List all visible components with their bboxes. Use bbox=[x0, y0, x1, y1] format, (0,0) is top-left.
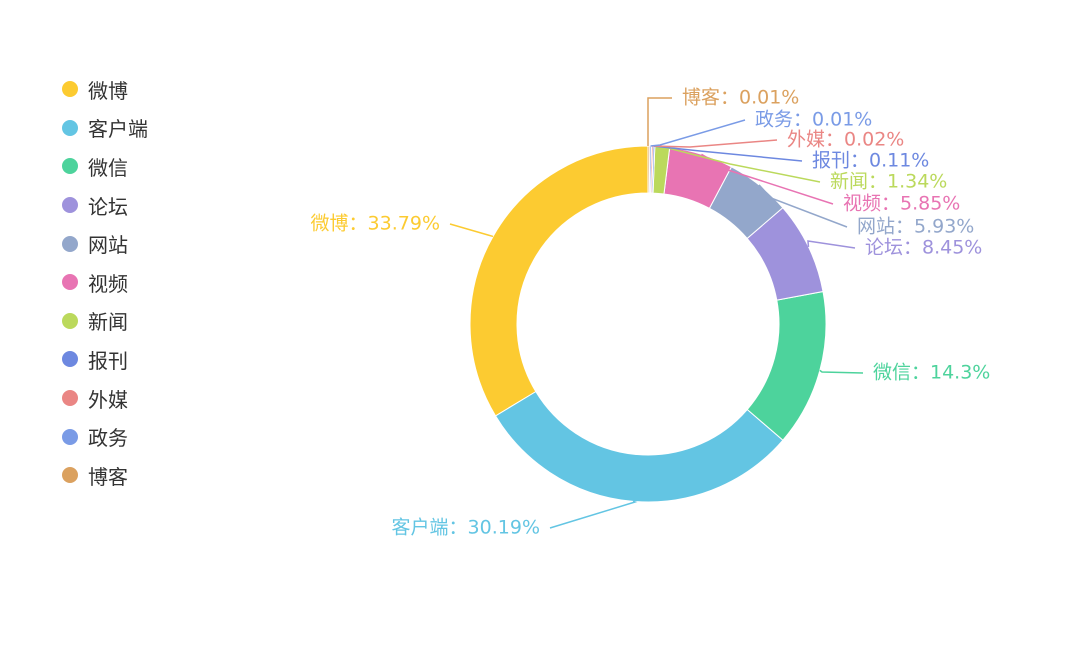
slice-label: 论坛：8.45% bbox=[865, 237, 982, 259]
legend-marker bbox=[62, 158, 78, 175]
legend-label: 微信 bbox=[88, 155, 128, 180]
label-leader-line bbox=[650, 119, 746, 147]
label-leader-line bbox=[549, 500, 638, 529]
donut-slice[interactable] bbox=[746, 290, 827, 441]
label-leader-line bbox=[653, 145, 803, 162]
legend-item[interactable]: 微信 bbox=[62, 147, 148, 186]
legend-item[interactable]: 网站 bbox=[62, 224, 148, 263]
legend-item[interactable]: 政务 bbox=[62, 417, 148, 456]
label-leader-line bbox=[647, 97, 672, 146]
slice-label: 微信：14.3% bbox=[873, 362, 990, 384]
legend-marker bbox=[62, 467, 78, 484]
legend-marker bbox=[62, 274, 78, 291]
legend-marker bbox=[62, 351, 78, 368]
legend-label: 论坛 bbox=[88, 194, 128, 219]
slice-label: 外媒：0.02% bbox=[787, 129, 904, 151]
label-leader-line bbox=[807, 240, 856, 249]
legend-label: 报刊 bbox=[88, 348, 128, 373]
legend-label: 博客 bbox=[88, 464, 128, 489]
legend-item[interactable]: 外媒 bbox=[62, 379, 148, 418]
legend-marker bbox=[62, 81, 78, 98]
legend-item[interactable]: 新闻 bbox=[62, 302, 148, 341]
legend-marker bbox=[62, 119, 78, 136]
slice-label: 视频：5.85% bbox=[843, 193, 960, 215]
legend-marker bbox=[62, 428, 78, 445]
donut-slice[interactable] bbox=[647, 145, 651, 194]
legend-marker bbox=[62, 312, 78, 329]
legend-label: 政务 bbox=[88, 426, 128, 451]
legend-marker bbox=[62, 197, 78, 214]
donut-slice[interactable] bbox=[494, 390, 784, 503]
label-leader-line bbox=[819, 369, 864, 374]
legend-item[interactable]: 微博 bbox=[62, 70, 148, 109]
legend-label: 视频 bbox=[88, 271, 128, 296]
slice-label: 微博：33.79% bbox=[311, 213, 440, 235]
legend-marker bbox=[62, 235, 78, 252]
legend-label: 外媒 bbox=[88, 387, 128, 412]
legend-label: 客户端 bbox=[88, 117, 148, 142]
slice-label: 客户端：30.19% bbox=[392, 517, 540, 539]
slice-label: 新闻：1.34% bbox=[830, 171, 947, 193]
legend-item[interactable]: 博客 bbox=[62, 456, 148, 495]
legend-label: 微博 bbox=[88, 78, 128, 103]
legend-marker bbox=[62, 390, 78, 407]
slice-label: 报刊：0.11% bbox=[812, 150, 929, 172]
label-leader-line bbox=[758, 184, 848, 228]
legend-item[interactable]: 视频 bbox=[62, 263, 148, 302]
slice-label: 政务：0.01% bbox=[755, 109, 872, 131]
legend-label: 新闻 bbox=[88, 310, 128, 335]
slice-label: 网站：5.93% bbox=[857, 216, 974, 238]
legend-item[interactable]: 客户端 bbox=[62, 109, 148, 148]
label-leader-line bbox=[449, 223, 494, 238]
label-leader-line bbox=[652, 139, 778, 148]
chart-legend: 微博客户端微信论坛网站视频新闻报刊外媒政务博客 bbox=[62, 70, 148, 495]
donut-slice[interactable] bbox=[469, 145, 649, 417]
legend-item[interactable]: 报刊 bbox=[62, 340, 148, 379]
slice-label: 博客：0.01% bbox=[682, 87, 799, 109]
legend-item[interactable]: 论坛 bbox=[62, 186, 148, 225]
label-leader-line bbox=[662, 145, 821, 183]
legend-label: 网站 bbox=[88, 233, 128, 258]
